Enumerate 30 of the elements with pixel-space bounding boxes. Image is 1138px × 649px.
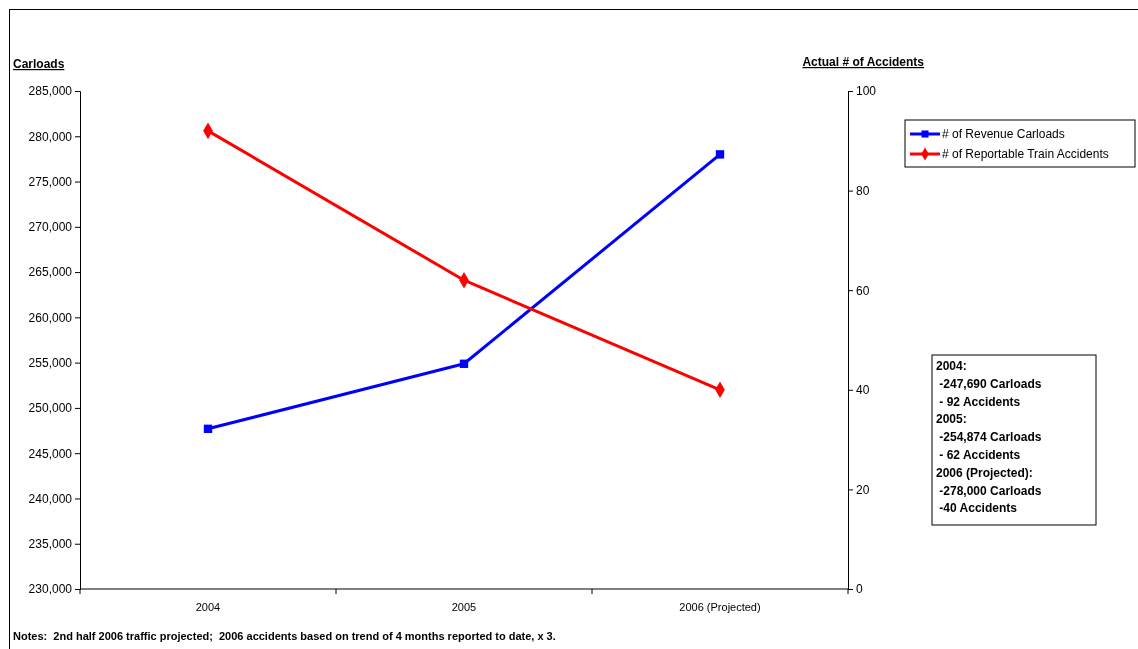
text: 2004: -247,690 Carloads - 92 Accidents 2005: -254,874 Carloads - 62 Accidents 2006 (Projected): -278,000 Carloads -40 Accidents [936,359,1042,516]
x-tick-label: 2005 [451,601,477,613]
y-tick-label: 280,000 [28,129,73,144]
point [459,359,469,368]
y-axis-title: Carloads [13,57,65,71]
legend-label: # of Revenue Carloads [942,127,1065,141]
y-tick-label: 285,000 [28,84,73,99]
point [203,424,213,434]
point [715,150,725,159]
y2-tick-label: 40 [856,383,870,398]
y-tick-label: 240,000 [28,491,73,506]
y2-tick-label: 0 [856,582,863,597]
text: Notes: 2nd half 2006 traffic projected; 2006 accidents based on trend of 4 months reported to date, x 3. [13,630,556,642]
y2-tick-label: 20 [856,482,870,497]
y2-tick-label: 100 [856,84,877,99]
y-tick-label: 235,000 [28,537,73,552]
y-tick-label: 230,000 [28,582,73,597]
x-tick-label: 2006 (Projected) [679,601,761,613]
y2-axis-title: Actual # of Accidents [802,55,925,69]
y-tick-label: 245,000 [28,446,73,461]
legend-label: # of Reportable Train Accidents [942,147,1109,161]
y-tick-label: 260,000 [28,310,73,325]
x-tick-label: 2004 [195,601,221,613]
y2-tick-label: 60 [856,283,870,298]
y-tick-label: 255,000 [28,355,73,370]
y-tick-label: 275,000 [28,174,73,189]
y2-tick-label: 80 [856,183,870,198]
y-tick-label: 250,000 [28,401,73,416]
y-tick-label: 265,000 [28,265,73,280]
y-tick-label: 270,000 [28,220,73,235]
